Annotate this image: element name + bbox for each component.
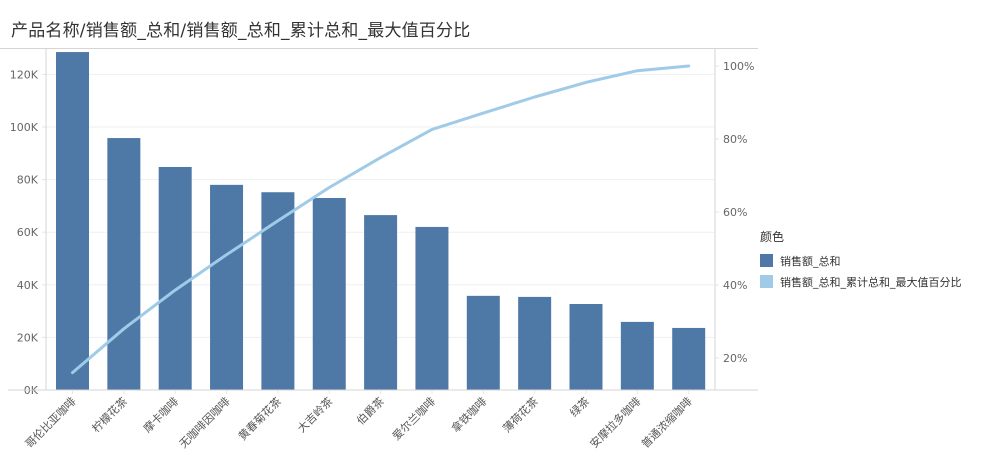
y-right-tick: 100% [723, 60, 754, 73]
x-tick-label: 黄春菊花茶 [235, 394, 284, 443]
x-tick-label: 哥伦比亚咖啡 [22, 394, 79, 451]
x-tick-label: 柠檬花茶 [89, 394, 130, 435]
bar[interactable] [364, 215, 398, 390]
title-divider [0, 48, 758, 49]
bar[interactable] [569, 303, 603, 390]
y-left-tick: 60K [17, 226, 39, 239]
legend-item-cumulative[interactable]: 销售额_总和_累计总和_最大值百分比 [760, 271, 962, 292]
legend-swatch-bar [760, 254, 773, 267]
y-left-tick: 20K [17, 331, 39, 344]
legend-title: 颜色 [760, 230, 785, 244]
legend-swatch-line [760, 275, 773, 288]
x-tick-label: 普通浓缩咖啡 [638, 394, 695, 451]
x-tick-label: 爱尔兰咖啡 [389, 394, 438, 443]
x-tick-label: 拿铁咖啡 [448, 394, 489, 435]
bar[interactable] [620, 321, 654, 390]
legend-item-sales[interactable]: 销售额_总和 [760, 250, 962, 271]
legend-label: 销售额_总和 [780, 254, 841, 268]
y-left-tick: 80K [17, 174, 39, 187]
bar[interactable] [210, 184, 244, 390]
bar[interactable] [56, 52, 89, 391]
bar[interactable] [466, 295, 500, 390]
bar[interactable] [107, 138, 141, 390]
x-tick-label: 大吉岭茶 [294, 394, 335, 435]
y-left-tick: 100K [10, 121, 39, 134]
bar-series [56, 52, 706, 391]
x-tick-label: 安摩拉多咖啡 [587, 394, 644, 451]
bar[interactable] [518, 296, 552, 390]
legend-label: 销售额_总和_累计总和_最大值百分比 [780, 275, 962, 289]
bar[interactable] [158, 166, 192, 390]
y-left-tick: 120K [10, 68, 39, 81]
line-series [71, 64, 691, 375]
x-tick-label: 薄荷花茶 [500, 394, 541, 435]
x-tick-label: 伯爵茶 [353, 394, 386, 427]
bar[interactable] [415, 226, 449, 390]
y-right-tick: 20% [723, 352, 747, 365]
bar[interactable] [312, 198, 346, 390]
chart-title: 产品名称/销售额_总和/销售额_总和_累计总和_最大值百分比 [11, 21, 471, 41]
y-right-tick: 40% [723, 279, 747, 292]
x-tick-label: 绿茶 [567, 394, 592, 419]
legend: 颜色 销售额_总和 销售额_总和_累计总和_最大值百分比 [760, 228, 962, 292]
x-tick-label: 无咖啡因咖啡 [176, 394, 233, 451]
x-tick-label: 摩卡咖啡 [140, 394, 181, 435]
bar[interactable] [261, 192, 295, 390]
cumulative-line[interactable] [71, 64, 691, 375]
y-right-tick: 60% [723, 206, 747, 219]
y-right-tick: 80% [723, 133, 747, 146]
y-left-tick: 40K [17, 279, 39, 292]
bar[interactable] [672, 327, 706, 390]
